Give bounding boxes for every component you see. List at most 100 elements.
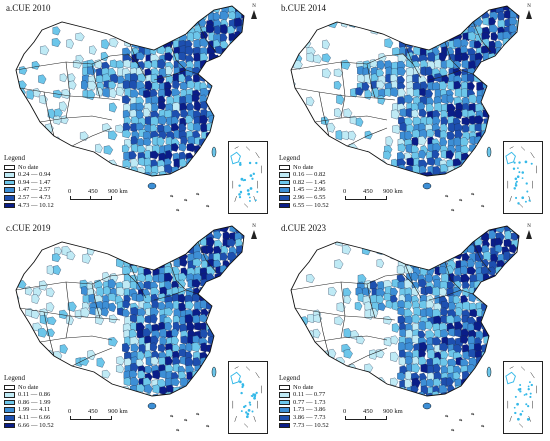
inset-boundary-dash (519, 423, 524, 428)
prefecture-region (180, 244, 188, 254)
legend-item: 6.55 — 10.52 (279, 202, 329, 210)
legend-title: Legend (4, 154, 25, 162)
hainan-island (422, 182, 432, 190)
prefecture-region (490, 398, 497, 407)
prefecture-region (137, 10, 145, 21)
prefecture-region (123, 18, 133, 27)
prefecture-region (236, 294, 244, 304)
prefecture-region (214, 293, 223, 303)
prefecture-region (405, 408, 414, 417)
prefecture-region (383, 150, 392, 160)
prefecture-region (234, 308, 243, 319)
prefecture-region (248, 81, 255, 90)
prefecture-region (235, 322, 244, 333)
prefecture-region (116, 6, 125, 14)
legend-label: 4.11 — 6.66 (18, 413, 51, 421)
prefecture-region (511, 335, 519, 346)
prefecture-region (185, 11, 194, 21)
prefecture-region (186, 321, 195, 332)
scale-bar-tick (70, 196, 91, 200)
prefecture-region (447, 400, 454, 409)
prefecture-region (356, 10, 365, 20)
inset-boundary-dash (244, 423, 249, 428)
prefecture-region (144, 244, 154, 255)
prefecture-region (249, 53, 256, 62)
prefecture-region (420, 38, 429, 49)
prefecture-region (509, 74, 519, 85)
prefecture-region (236, 349, 244, 359)
prefecture-region (426, 258, 435, 269)
prefecture-region (243, 39, 244, 50)
prefecture-region (138, 251, 146, 261)
inset-island (238, 193, 241, 196)
prefecture-region (123, 245, 132, 255)
scale-label-zero: 0 (68, 408, 72, 415)
north-arrow-icon: N (248, 224, 260, 239)
prefecture-region (214, 336, 222, 347)
prefecture-region (16, 129, 20, 138)
inset-island (240, 177, 244, 181)
prefecture-region (291, 25, 297, 35)
prefecture-region (392, 323, 400, 333)
prefecture-region (129, 23, 138, 33)
prefecture-region (420, 259, 429, 268)
prefecture-region (213, 377, 222, 387)
prefecture-region (131, 187, 140, 197)
prefecture-region (241, 88, 244, 98)
prefecture-region (143, 6, 151, 16)
prefecture-region (207, 286, 217, 296)
prefecture-region (516, 102, 519, 113)
inset-island (519, 413, 523, 416)
prefecture-region (453, 60, 462, 70)
prefecture-region (236, 285, 244, 295)
prefecture-region (235, 300, 244, 310)
prefecture-region (173, 170, 181, 176)
prefecture-region (468, 94, 478, 104)
prefecture-region (137, 308, 146, 317)
prefecture-region (313, 54, 323, 64)
inset-island (525, 182, 528, 185)
prefecture-region (228, 344, 238, 354)
prefecture-region (474, 372, 484, 383)
prefecture-region (243, 288, 244, 298)
prefecture-region (475, 406, 483, 414)
prefecture-region (392, 124, 402, 134)
prefecture-region (489, 188, 497, 197)
prefecture-region (390, 377, 399, 387)
prefecture-region (454, 408, 463, 416)
prefecture-region (137, 173, 146, 176)
inset-island (514, 411, 517, 415)
prefecture-region (130, 230, 138, 240)
prefecture-region (510, 323, 519, 333)
prefecture-region (191, 279, 201, 288)
prefecture-region (31, 344, 40, 355)
prefecture-region (137, 350, 145, 361)
prefecture-region (19, 363, 28, 373)
prefecture-region (250, 48, 258, 56)
prefecture-region (488, 229, 497, 240)
prefecture-region (200, 172, 209, 176)
prefecture-region (186, 165, 195, 175)
island-mark (205, 424, 210, 428)
prefecture-region (145, 164, 153, 175)
inset-island (524, 200, 527, 203)
inset-boundary-dash (519, 203, 524, 208)
prefecture-region (411, 109, 420, 119)
prefecture-region (228, 45, 237, 54)
legend-swatch (4, 392, 15, 398)
prefecture-region (144, 10, 154, 21)
prefecture-region (192, 314, 202, 325)
prefecture-region (201, 163, 210, 174)
prefecture-region (139, 399, 148, 408)
inset-island (517, 167, 519, 170)
prefecture-region (483, 67, 493, 78)
prefecture-region (446, 150, 455, 160)
prefecture-region (397, 143, 407, 153)
inset-island (246, 412, 250, 416)
inset-island (253, 393, 257, 397)
prefecture-region (510, 279, 518, 290)
prefecture-region (417, 101, 426, 111)
prefecture-region (165, 187, 174, 196)
prefecture-region (17, 18, 26, 29)
prefecture-region (249, 26, 256, 36)
